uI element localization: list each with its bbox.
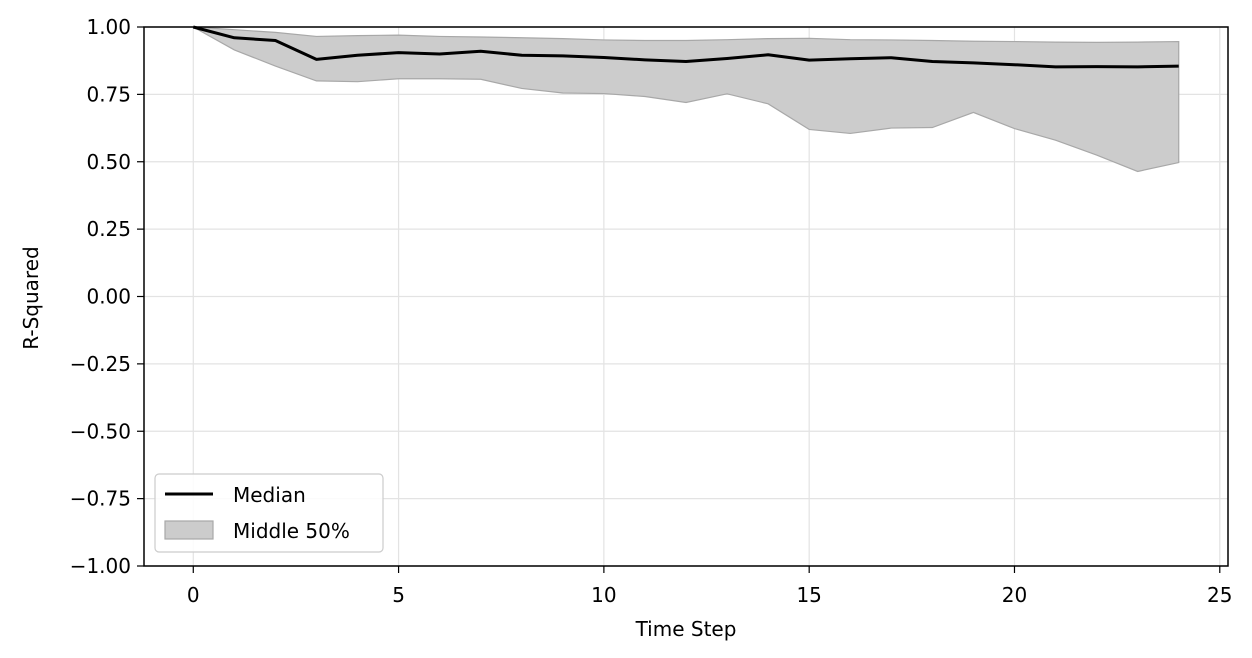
x-tick-label: 0: [187, 583, 200, 607]
x-axis: 0 5 10 15 20 25: [187, 566, 1233, 607]
y-tick-label: −0.50: [70, 419, 131, 443]
band-layer: [192, 26, 1180, 173]
y-tick-label: 0.25: [86, 217, 131, 241]
x-tick-label: 20: [1002, 583, 1027, 607]
legend: Median Middle 50%: [154, 473, 384, 553]
x-tick-label: 15: [796, 583, 821, 607]
x-tick-label: 5: [392, 583, 405, 607]
legend-median-label: Median: [233, 483, 306, 507]
middle-50-band: [192, 26, 1180, 173]
x-axis-label: Time Step: [635, 617, 737, 641]
y-axis: −1.00 −0.75 −0.50 −0.25 0.00 0.25 0.50 0.75 1.00: [70, 15, 144, 578]
y-axis-label: R-Squared: [19, 246, 43, 349]
y-tick-label: 0.50: [86, 150, 131, 174]
x-tick-label: 10: [591, 583, 616, 607]
y-tick-label: 0.00: [86, 285, 131, 309]
x-tick-label: 25: [1207, 583, 1232, 607]
legend-band-swatch: [164, 520, 214, 540]
legend-band-label: Middle 50%: [233, 519, 350, 543]
line-layer: [192, 25, 1179, 69]
y-tick-label: 1.00: [86, 15, 131, 39]
y-tick-label: −1.00: [70, 554, 131, 578]
y-tick-label: −0.25: [70, 352, 131, 376]
y-tick-label: −0.75: [70, 487, 131, 511]
y-tick-label: 0.75: [86, 82, 131, 106]
median-line: [192, 25, 1179, 69]
